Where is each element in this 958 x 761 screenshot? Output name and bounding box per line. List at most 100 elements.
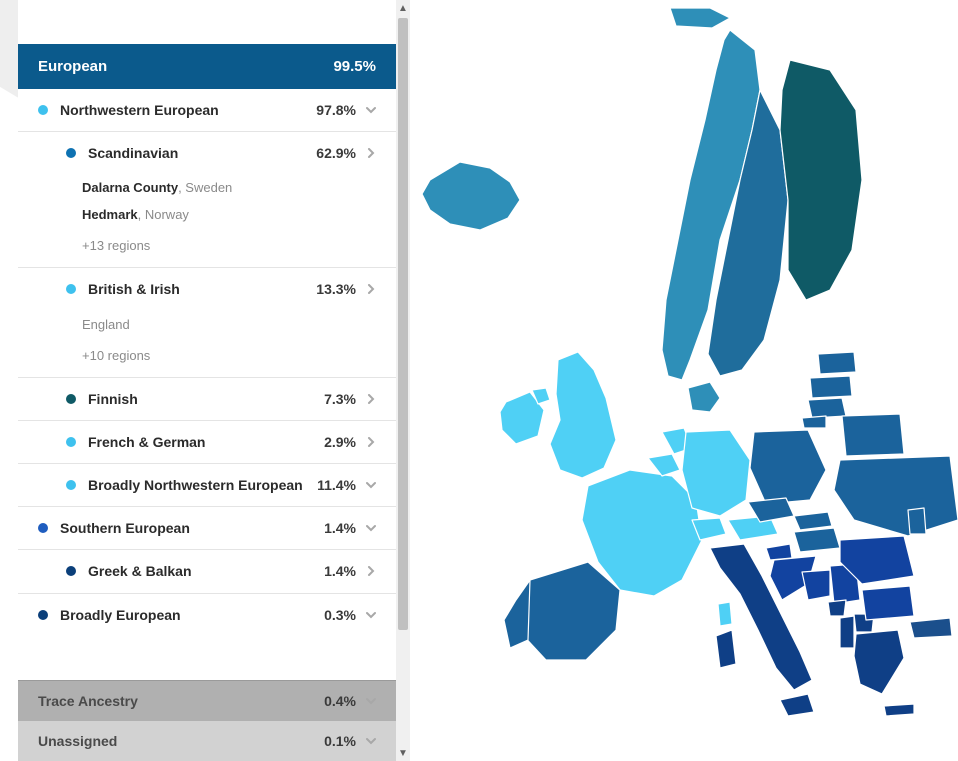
more-regions-link[interactable]: +13 regions — [18, 228, 396, 268]
chevron-right-icon — [366, 284, 376, 294]
ancestry-row-nw[interactable]: Northwestern European97.8% — [18, 89, 396, 132]
footer-percent: 0.4% — [324, 693, 356, 709]
ancestry-row-broadly-nw[interactable]: Broadly Northwestern European11.4% — [18, 464, 396, 507]
country-latvia[interactable] — [810, 376, 852, 398]
ancestry-label: Southern European — [60, 519, 324, 537]
color-dot — [66, 437, 76, 447]
ancestry-header-percent: 99.5% — [333, 58, 376, 75]
ancestry-percent: 0.3% — [324, 607, 356, 623]
ancestry-rows: Northwestern European97.8% Scandinavian6… — [18, 89, 396, 636]
country-moldova[interactable] — [908, 508, 926, 534]
scroll-up-button[interactable]: ▲ — [396, 0, 410, 16]
country-corsica[interactable] — [718, 602, 732, 626]
country-spain[interactable] — [516, 562, 620, 660]
chevron-right-icon — [366, 148, 376, 158]
country-finland[interactable] — [780, 60, 862, 300]
ancestry-label: Greek & Balkan — [88, 562, 324, 580]
region-detail[interactable]: England — [18, 311, 396, 338]
color-dot — [66, 566, 76, 576]
ancestry-percent: 13.3% — [316, 281, 356, 297]
ancestry-row-south[interactable]: Southern European1.4% — [18, 507, 396, 550]
country-albania[interactable] — [840, 616, 854, 648]
chevron-right-icon — [366, 566, 376, 576]
chevron-down-icon — [366, 523, 376, 533]
country-russia-kal[interactable] — [802, 416, 826, 428]
region-detail[interactable]: Hedmark, Norway — [18, 201, 396, 228]
country-portugal[interactable] — [504, 580, 530, 648]
color-dot — [38, 105, 48, 115]
country-bulgaria[interactable] — [862, 586, 914, 620]
country-turkey-eu[interactable] — [910, 618, 952, 638]
color-dot — [66, 480, 76, 490]
country-germany[interactable] — [682, 430, 750, 516]
ancestry-row-broadly-eu[interactable]: Broadly European0.3% — [18, 594, 396, 636]
ancestry-percent: 62.9% — [316, 145, 356, 161]
scroll-thumb[interactable] — [398, 18, 408, 630]
country-sicily[interactable] — [780, 694, 814, 716]
region-detail[interactable]: Dalarna County, Sweden — [18, 174, 396, 201]
color-dot — [38, 523, 48, 533]
color-dot — [66, 284, 76, 294]
ancestry-row-scand[interactable]: Scandinavian62.9% — [18, 132, 396, 174]
chevron-right-icon — [366, 394, 376, 404]
country-sardinia[interactable] — [716, 630, 736, 668]
country-slovenia[interactable] — [766, 544, 792, 560]
ancestry-label: Northwestern European — [60, 101, 316, 119]
ancestry-row-french[interactable]: French & German2.9% — [18, 421, 396, 464]
ancestry-header-title: European — [38, 58, 107, 75]
country-greece[interactable] — [854, 630, 904, 694]
ancestry-row-finnish[interactable]: Finnish7.3% — [18, 378, 396, 421]
ancestry-label: Scandinavian — [88, 144, 316, 162]
country-bosnia[interactable] — [802, 570, 830, 600]
ancestry-percent: 1.4% — [324, 563, 356, 579]
country-poland[interactable] — [750, 430, 826, 504]
more-regions-link[interactable]: +10 regions — [18, 338, 396, 378]
ancestry-map[interactable] — [410, 0, 958, 761]
country-hungary[interactable] — [794, 528, 840, 552]
ancestry-row-greek[interactable]: Greek & Balkan1.4% — [18, 550, 396, 593]
ancestry-panel-container: ▲ ▼ European 99.5% Northwestern European… — [18, 0, 410, 761]
footer-row-unassigned[interactable]: Unassigned 0.1% — [18, 721, 396, 761]
country-belarus[interactable] — [842, 414, 904, 456]
ancestry-label: British & Irish — [88, 280, 316, 298]
footer-label: Trace Ancestry — [38, 693, 138, 709]
footer-percent: 0.1% — [324, 733, 356, 749]
country-crete[interactable] — [884, 704, 914, 716]
ancestry-percent: 11.4% — [317, 477, 356, 493]
chevron-down-icon — [366, 736, 376, 746]
color-dot — [66, 394, 76, 404]
country-slovakia[interactable] — [794, 512, 832, 530]
chevron-down-icon — [366, 696, 376, 706]
color-dot — [38, 610, 48, 620]
chevron-right-icon — [366, 437, 376, 447]
footer-row-trace[interactable]: Trace Ancestry 0.4% — [18, 680, 396, 721]
country-great-britain[interactable] — [550, 352, 616, 478]
ancestry-percent: 7.3% — [324, 391, 356, 407]
ancestry-label: Broadly European — [60, 606, 324, 624]
country-estonia[interactable] — [818, 352, 856, 374]
scroll-track[interactable] — [396, 16, 410, 745]
ancestry-percent: 2.9% — [324, 434, 356, 450]
footer-label: Unassigned — [38, 733, 117, 749]
country-svalbard[interactable] — [670, 8, 730, 28]
country-montenegro[interactable] — [828, 600, 846, 616]
ancestry-header[interactable]: European 99.5% — [18, 44, 396, 89]
panel-scrollbar[interactable]: ▲ ▼ — [396, 0, 410, 761]
ancestry-label: Finnish — [88, 390, 324, 408]
ancestry-panel: European 99.5% Northwestern European97.8… — [18, 0, 396, 761]
chevron-down-icon — [366, 610, 376, 620]
ancestry-percent: 97.8% — [316, 102, 356, 118]
ancestry-row-brit[interactable]: British & Irish13.3% — [18, 268, 396, 310]
country-lithuania[interactable] — [808, 398, 846, 418]
country-ukraine[interactable] — [834, 456, 958, 536]
scroll-down-button[interactable]: ▼ — [396, 745, 410, 761]
ancestry-footer: Trace Ancestry 0.4% Unassigned 0.1% — [18, 680, 396, 761]
country-denmark[interactable] — [688, 382, 720, 412]
chevron-down-icon — [366, 105, 376, 115]
color-dot — [66, 148, 76, 158]
chevron-down-icon — [366, 480, 376, 490]
country-iceland[interactable] — [422, 162, 520, 230]
ancestry-label: French & German — [88, 433, 324, 451]
ancestry-label: Broadly Northwestern European — [88, 476, 317, 494]
ancestry-percent: 1.4% — [324, 520, 356, 536]
